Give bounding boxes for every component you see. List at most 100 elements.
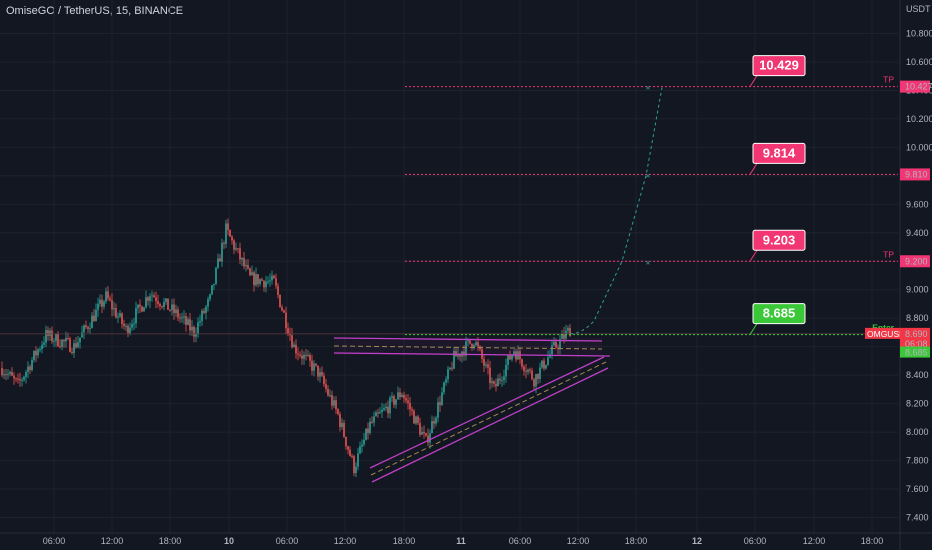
candle-body [351,455,353,457]
candle-body [253,272,255,286]
candle-body [31,360,33,371]
candle-body [421,431,423,435]
axis-price-badge [900,168,930,181]
candles [0,218,898,478]
candle-body [279,294,281,308]
candle-body [57,333,59,347]
candle-body [199,320,201,323]
price-tick-label: 9.400 [906,228,929,238]
interval-label: 15 [115,5,129,17]
candle-body [107,291,109,299]
candle-body [271,275,273,281]
candle-body [163,301,165,308]
channel-bottom-line [333,352,611,357]
channel-fill [334,338,602,355]
candle-body [63,339,65,342]
candle-body [97,303,99,310]
candle-body [47,330,49,336]
entry-price-badge [900,346,930,358]
exchange-name: BINANCE [134,5,184,17]
candle-body [535,374,537,387]
candle-body [449,367,451,370]
time-axis[interactable]: 06:00 12:00 18:00 10 06:00 12:00 18:00 11 06:00 1… [0,532,932,546]
time-tick-label: 18:00 [625,536,648,546]
candle-body [155,297,157,302]
candle-body [263,280,265,288]
candle-body [95,309,97,322]
candle-body [413,410,415,424]
candle-body [395,399,397,405]
candle-body [415,416,417,424]
candle-body [99,299,101,304]
candle-body [423,431,425,434]
candle-body [501,380,503,382]
candle-body [173,304,175,314]
price-tick-label: 10.800 [906,29,932,39]
candle-body [497,378,499,387]
candle-body [375,412,377,417]
callout-value: 9.814 [763,145,796,160]
time-tick-label: 10 [224,536,234,546]
callout-pointer [749,163,758,175]
time-tick-label: 12:00 [567,536,590,546]
candle-body [301,355,303,359]
candle-body [489,367,491,384]
candle-body [555,341,557,348]
price-tick-label: 9.000 [906,285,929,295]
projection-path [569,87,663,335]
candle-body [81,332,83,338]
candle-body [221,242,223,262]
candle-body [525,370,527,372]
candle-body [191,326,193,331]
candle-body [457,353,459,357]
candle-body [157,301,159,305]
candle-body [7,373,9,375]
candle-body [13,375,15,379]
candle-body [233,240,235,250]
candle-body [189,319,191,331]
candle-body [211,284,213,295]
candle-body [215,267,217,284]
candle-body [493,381,495,384]
candle-body [543,360,545,369]
candle-body [251,272,253,276]
candle-body [175,309,177,314]
price-axis[interactable]: 10.80010.60010.40010.20010.0009.8009.600… [865,0,932,550]
candle-body [315,363,317,366]
pattern-drawings [333,337,611,483]
candle-body [463,351,465,356]
candle-body [205,306,207,313]
candle-body [145,297,147,308]
candle-body [167,298,169,310]
candle-body [399,392,401,398]
candle-body [475,342,477,345]
candle-body [303,354,305,359]
symbol-name: OmiseGO / TetherUS [6,5,110,17]
candle-body [411,409,413,411]
candle-body [113,308,115,310]
line-tag: Enter [872,323,894,333]
candle-body [111,300,113,310]
candle-body [487,364,489,368]
projection-marker: × [646,171,651,180]
candle-body [513,351,515,355]
candle-body [385,406,387,409]
callout-box [752,303,806,325]
candle-body [467,340,469,342]
time-tick-label: 06:00 [43,536,66,546]
candle-body [37,349,39,356]
candle-body [273,275,275,279]
candle-body [419,423,421,435]
candle-body [61,339,63,347]
candle-body [149,296,151,301]
candle-body [181,317,183,319]
candle-body [551,345,553,355]
candle-body [329,395,331,397]
candle-body [261,279,263,281]
candle-body [485,364,487,366]
candle-body [377,412,379,414]
candle-body [523,366,525,371]
projection-marker: × [646,258,651,267]
candle-body [119,313,121,317]
